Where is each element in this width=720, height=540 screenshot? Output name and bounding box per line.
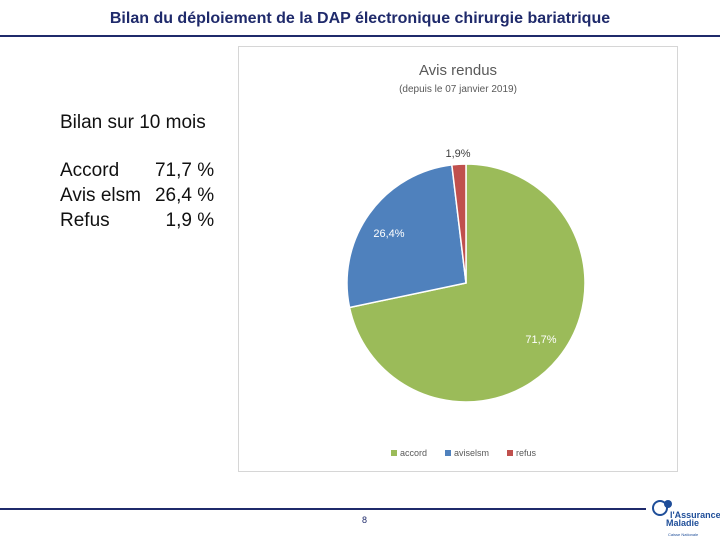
legend-swatch-refus <box>507 450 513 456</box>
pie-chart: Avis rendus (depuis le 07 janvier 2019) … <box>346 62 586 458</box>
summary-value: 26,4 % <box>154 185 215 206</box>
assurance-maladie-logo: l'Assurance Maladie Caisse Nationale <box>646 494 720 540</box>
summary-row-refus: Refus 1,9 % <box>60 208 214 233</box>
summary-block: Bilan sur 10 mois Accord 71,7 % Avis els… <box>60 112 214 233</box>
pie-slice-refus <box>450 163 467 284</box>
slide-title: Bilan du déploiement de la DAP électroni… <box>109 10 611 27</box>
chart-title: Avis rendus <box>419 62 497 79</box>
logo-line1: l'Assurance <box>670 510 720 520</box>
summary-row-avis-elsm: Avis elsm 26,4 % <box>60 183 214 208</box>
chart-frame: Avis rendus (depuis le 07 janvier 2019) … <box>238 46 678 472</box>
summary-label: Refus <box>60 210 110 231</box>
pie-slice-label-aviselsm: 26,4% <box>373 228 404 240</box>
summary-row-accord: Accord 71,7 % <box>60 158 214 183</box>
legend-swatch-accord <box>391 450 397 456</box>
legend-swatch-aviselsm <box>445 450 451 456</box>
chart-subtitle: (depuis le 07 janvier 2019) <box>399 84 517 95</box>
summary-label: Avis elsm <box>60 185 141 206</box>
chart-legend: accord aviselsm refus <box>391 448 537 458</box>
pie-slice-labels: 71,7% 26,4% 1,9% <box>373 148 556 346</box>
pie-slices <box>346 163 586 403</box>
summary-table: Accord 71,7 % Avis elsm 26,4 % Refus 1,9… <box>60 158 214 233</box>
summary-value: 71,7 % <box>154 160 215 181</box>
pie-slice-accord <box>348 163 586 403</box>
legend-label-accord: accord <box>400 448 427 458</box>
summary-title: Bilan sur 10 mois <box>60 112 206 133</box>
logo-line3: Caisse Nationale <box>668 532 699 537</box>
title-rule-accent <box>178 37 198 40</box>
summary-label: Accord <box>60 160 120 181</box>
pie-slice-aviselsm <box>346 164 467 309</box>
pie-slice-label-refus: 1,9% <box>445 148 470 160</box>
legend-label-refus: refus <box>516 448 537 458</box>
logo-line2: Maladie <box>666 518 699 528</box>
title-rule <box>0 35 720 37</box>
footer-rule <box>0 508 720 510</box>
page-number: 8 <box>362 515 368 525</box>
legend-label-aviselsm: aviselsm <box>454 448 489 458</box>
summary-value: 1,9 % <box>165 210 215 231</box>
pie-slice-label-accord: 71,7% <box>525 334 556 346</box>
